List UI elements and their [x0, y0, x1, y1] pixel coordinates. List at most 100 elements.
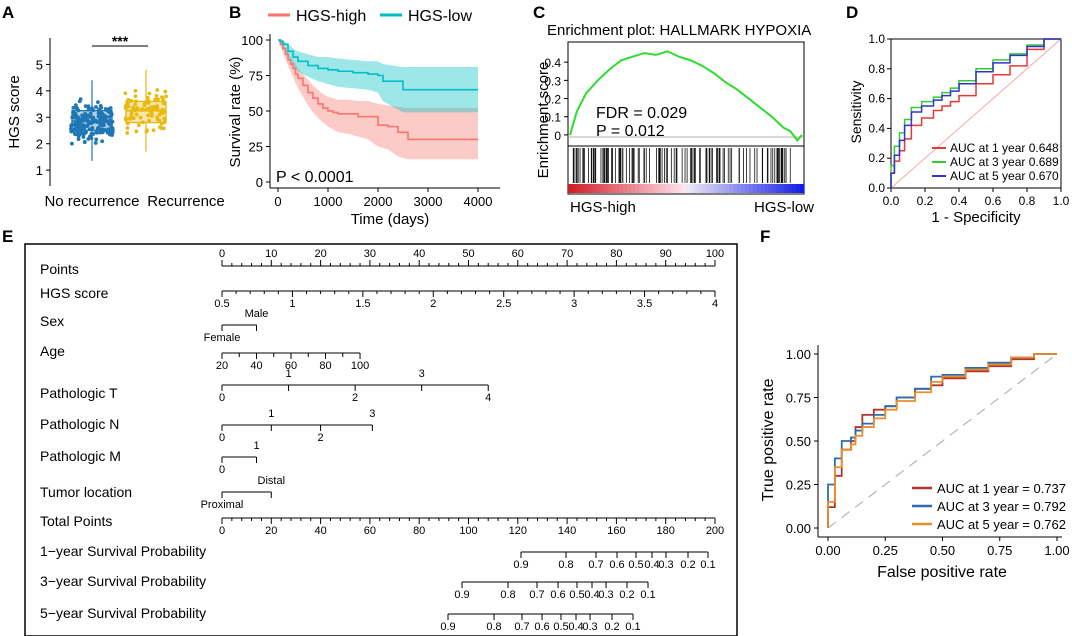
- panel-f-y-tick-label: 0.25: [786, 478, 811, 493]
- panel-a-point: [71, 112, 76, 117]
- panel-a-point: [107, 106, 112, 111]
- panel-e-tick-label: 20: [314, 248, 326, 260]
- panel-d-y-tick-label: 1.0: [868, 32, 885, 46]
- panel-e-tick-label: Distal: [258, 475, 286, 487]
- panel-d-roc-line: [890, 38, 1061, 188]
- panel-e-tick-label: 3: [369, 408, 375, 420]
- panel-e-frame: [24, 243, 738, 636]
- panel-a-point: [74, 132, 79, 137]
- panel-c-rank-cell: [615, 184, 620, 193]
- panel-e-row-label: 5−year Survival Probability: [40, 605, 206, 621]
- panel-c-rank-cell: [642, 184, 648, 193]
- panel-e-tick-label: 70: [561, 248, 573, 260]
- panel-c-rank-cell: [619, 184, 624, 193]
- panel-a-point: [162, 116, 167, 121]
- panel-e-tick-label: 80: [319, 360, 331, 372]
- panel-e-tick-label: 100: [351, 360, 369, 372]
- panel-e-tick-label: 0.6: [609, 559, 624, 571]
- panel-d-x-tick-label: 0.8: [1019, 194, 1036, 208]
- panel-a-point: [137, 123, 141, 127]
- panel-c-rank-cell: [705, 184, 711, 193]
- panel-b-legend-high: HGS-high: [296, 8, 366, 25]
- panel-a-point: [151, 128, 156, 133]
- panel-d: D 0.00.0 0.2 0.2 0.4 0.4 0.6 0.6 0.8 0.8 1.0 1.0 S…: [846, 3, 1070, 226]
- panel-e-tick-label: 0.2: [604, 621, 619, 633]
- panel-a-sig-label: ***: [112, 33, 129, 49]
- panel-e-tick-label: 180: [657, 525, 675, 537]
- panel-d-y-tick-label: 0.4: [868, 121, 885, 135]
- panel-c-rank-cell: [784, 184, 789, 193]
- panel-a-point: [134, 129, 139, 134]
- panel-e-tick-label: 60: [285, 360, 297, 372]
- panel-c-enrichment-line: [569, 50, 803, 142]
- panel-c-rank-cell: [568, 184, 573, 193]
- panel-a-point: [138, 115, 143, 120]
- panel-a-point: [74, 106, 79, 111]
- panel-c-rank-cell: [638, 184, 644, 193]
- panel-a-point: [104, 115, 108, 120]
- panel-c-rank-cell: [780, 184, 785, 193]
- panel-c-rank-cell: [670, 184, 675, 193]
- panel-e-tick-label: Proximal: [201, 499, 244, 511]
- panel-c-rank-cell: [741, 184, 746, 193]
- panel-e-tick-label: 20: [216, 360, 228, 372]
- panel-e-row-label: 3−year Survival Probability: [40, 573, 206, 589]
- panel-e-tick-label: 40: [250, 360, 262, 372]
- panel-e-tick-label: 0.7: [529, 589, 544, 601]
- panel-f-roc-curves: [827, 353, 1057, 528]
- panel-f-diagonal: [827, 353, 1058, 529]
- panel-e-tick-label: 0.8: [558, 559, 573, 571]
- panel-e-letter: E: [2, 227, 13, 246]
- panel-a-point: [155, 88, 160, 92]
- panel-f-legend-3: AUC at 5 year = 0.762: [937, 517, 1066, 532]
- panel-a-point: [154, 93, 159, 98]
- panel-a-point: [155, 104, 160, 109]
- panel-b-x-tick-label: 0: [274, 194, 281, 209]
- panel-e-tick-label: 1: [289, 298, 295, 310]
- panel-a-point: [81, 135, 86, 139]
- panel-e-tick-label: 0.8: [500, 589, 515, 601]
- panel-e-tick-label: 0.9: [513, 559, 528, 571]
- panel-a-point: [133, 94, 138, 99]
- panel-c-rank-cell: [717, 184, 722, 193]
- panel-c-rank-cell: [607, 184, 612, 193]
- panel-c-rank-cell: [634, 184, 640, 193]
- panel-c-rank-cell: [792, 184, 797, 193]
- panel-e-tick-label: 0.6: [534, 621, 549, 633]
- panel-e-tick-label: 40: [314, 525, 326, 537]
- panel-e-tick-label: 0.8: [486, 621, 501, 633]
- panel-e-tick-label: 0.9: [440, 621, 455, 633]
- panel-a-point: [71, 105, 76, 110]
- panel-e-tick-label: 2: [430, 298, 436, 310]
- panel-e-tick-label: 0: [219, 248, 225, 260]
- panel-e-row-label: Pathologic T: [40, 385, 118, 401]
- panel-c-y-tick-label: 0.1: [544, 111, 561, 125]
- panel-a-point: [81, 123, 86, 128]
- panel-c-rank-cell: [745, 184, 750, 193]
- panel-c-y-tick-label: 0.2: [544, 93, 561, 107]
- panel-e-tick-label: 0.4: [584, 589, 599, 601]
- panel-c-pvalue: P = 0.012: [596, 123, 665, 140]
- panel-a-y-tick-label: 2: [36, 137, 43, 152]
- panel-b-survival-lines: [278, 39, 478, 141]
- panel-b-survival-line: [278, 39, 478, 91]
- panel-e-tick-label: 0: [219, 525, 225, 537]
- panel-c-rank-cell: [713, 184, 719, 193]
- panel-a-point: [147, 118, 152, 123]
- panel-d-x-tick-label: 0.0: [883, 194, 900, 208]
- panel-c-rank-cell: [678, 184, 683, 193]
- panel-e-tick-label: 40: [413, 248, 425, 260]
- panel-d-y-tick-label: 0.0: [868, 181, 885, 195]
- panel-c-rank-cell: [627, 184, 632, 193]
- panel-e-tick-label: 0.5: [214, 298, 229, 310]
- panel-a-point: [74, 126, 79, 131]
- panel-e-tick-label: 0.3: [582, 621, 597, 633]
- panel-b-letter: B: [229, 3, 241, 22]
- panel-c-title: Enrichment plot: HALLMARK HYPOXIA: [547, 22, 811, 39]
- panel-a-point: [95, 100, 100, 105]
- panel-e-tick-label: 0: [219, 464, 225, 476]
- panel-e-tick-label: 140: [558, 525, 576, 537]
- panel-e-tick-label: 20: [265, 525, 277, 537]
- panel-c-enrichment-curve: [569, 50, 803, 142]
